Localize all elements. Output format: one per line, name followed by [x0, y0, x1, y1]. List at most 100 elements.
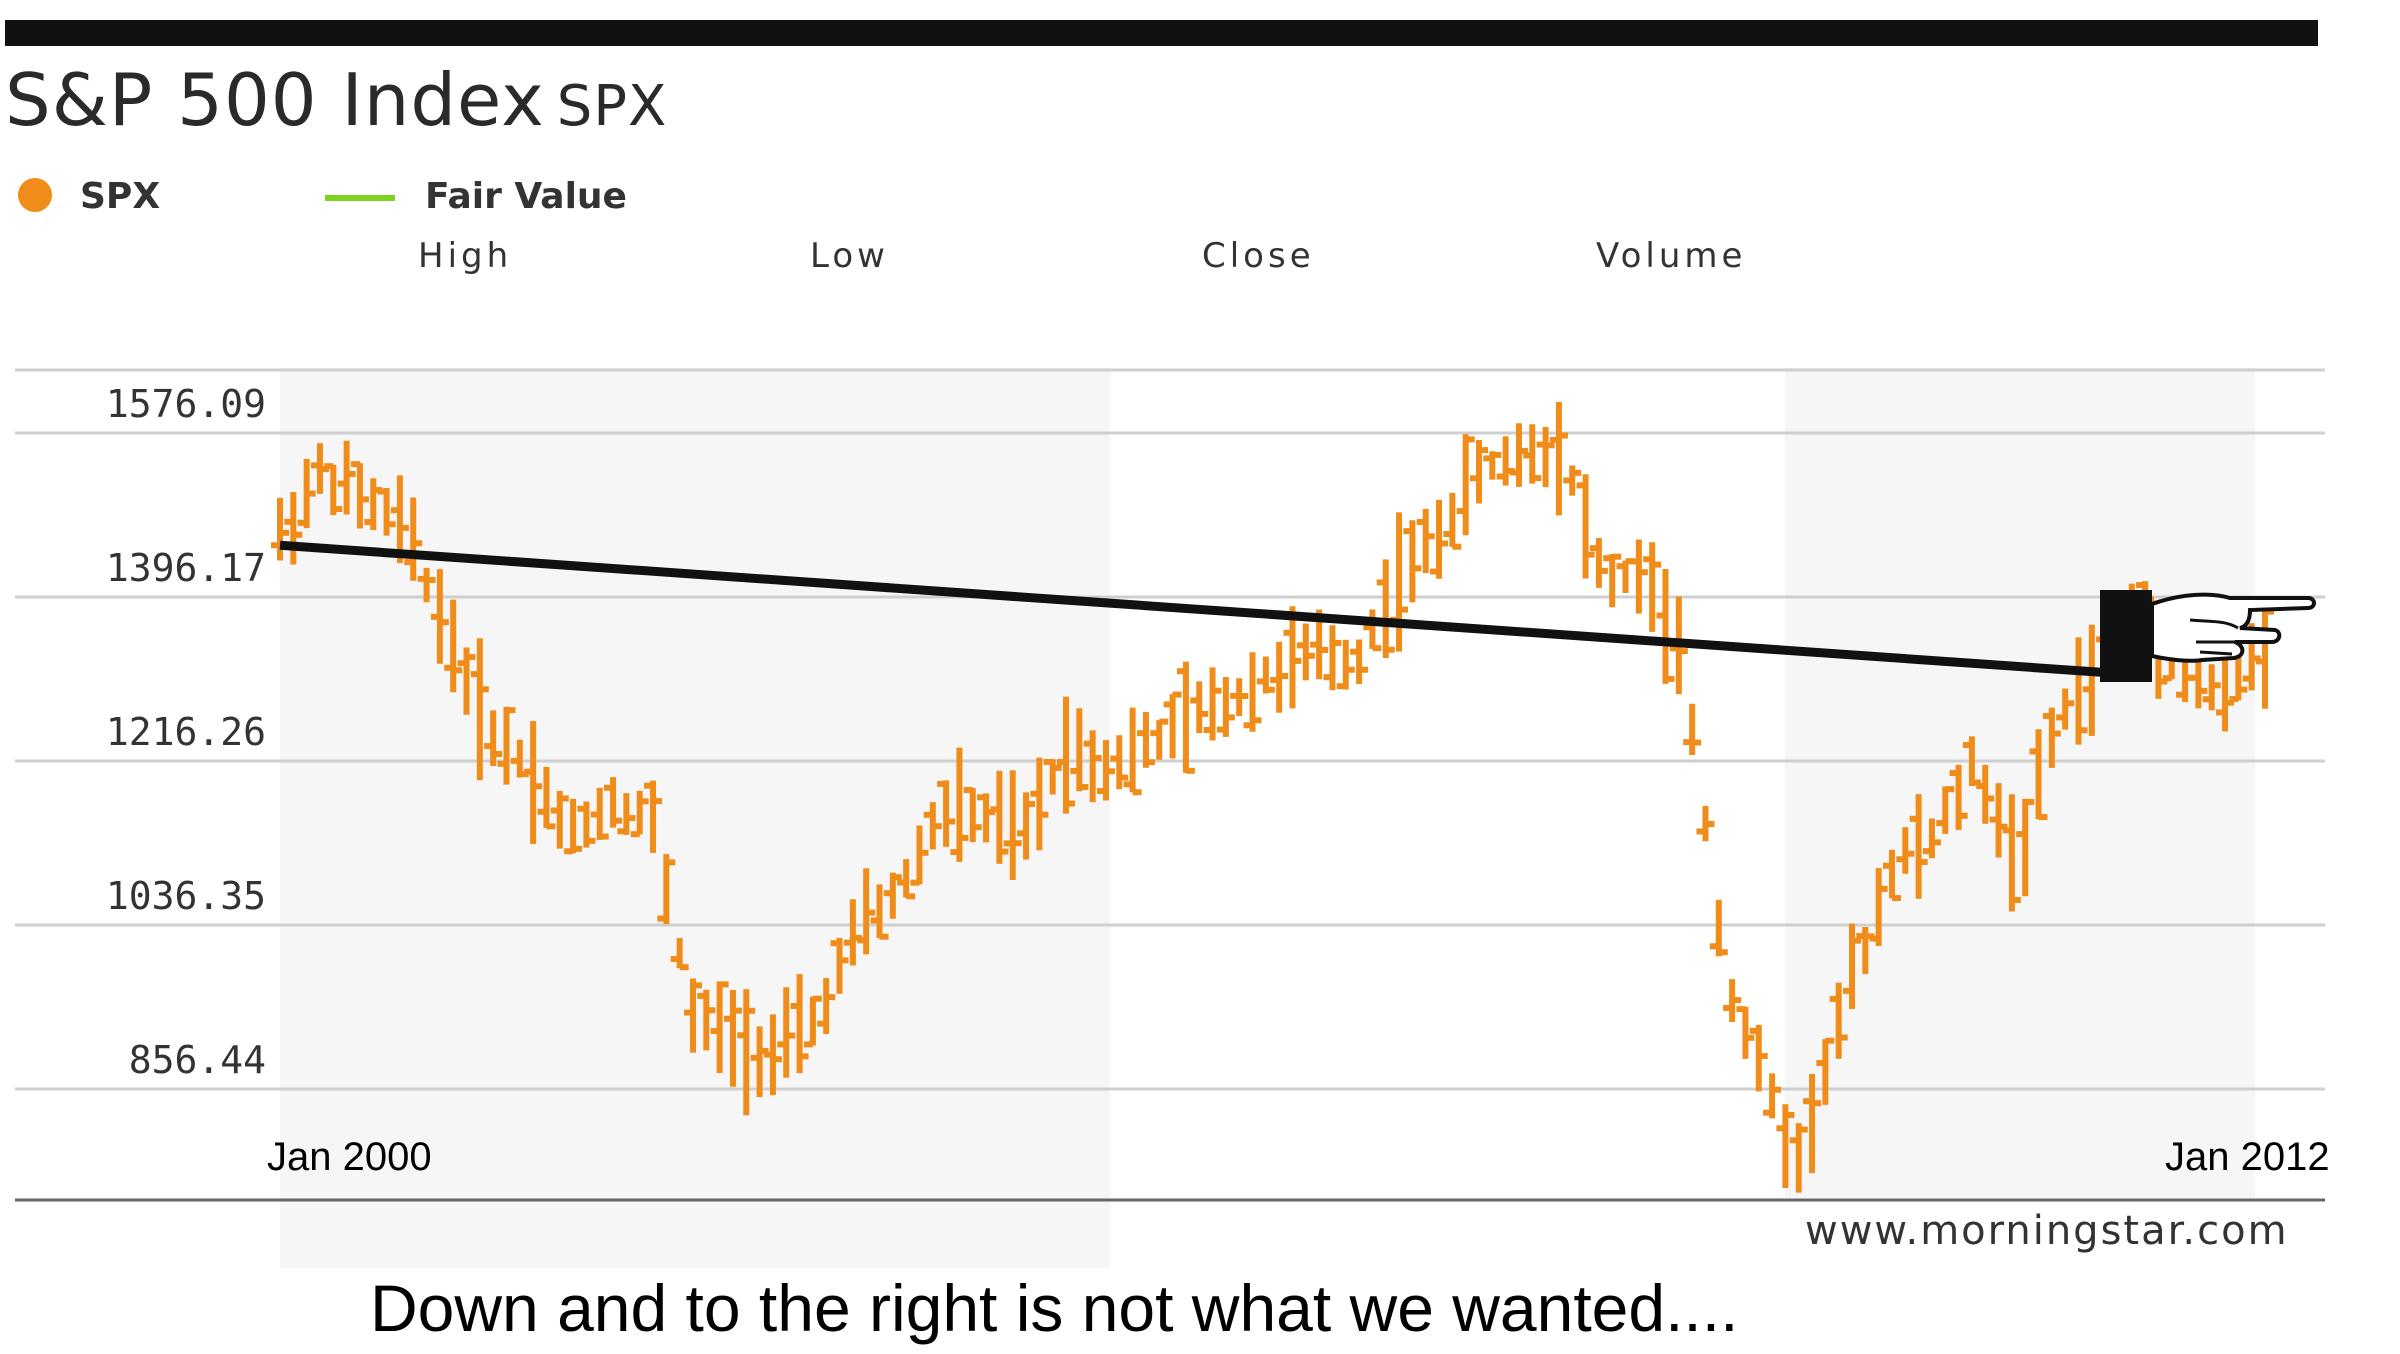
column-header-close[interactable]: Close	[1202, 236, 1315, 276]
page-title: S&P 500 Index SPX	[5, 58, 667, 142]
price-bar	[537, 766, 556, 830]
price-bar	[1589, 537, 1608, 588]
price-bar	[2016, 798, 2035, 897]
price-bar	[604, 777, 623, 828]
price-bar	[1243, 652, 1262, 732]
price-bar	[297, 458, 316, 529]
price-bar	[1776, 1104, 1795, 1188]
price-bar	[670, 938, 689, 971]
price-bar	[657, 854, 676, 924]
trend-line	[279, 540, 2111, 678]
price-bar	[337, 440, 356, 515]
price-bar	[2002, 794, 2021, 912]
price-bar	[1949, 764, 1968, 830]
y-tick-label: 1036.35	[106, 874, 266, 918]
price-bar	[2042, 707, 2061, 768]
price-bar	[1816, 1037, 1835, 1105]
price-bar	[1416, 508, 1435, 574]
price-bar	[897, 859, 916, 900]
price-bar	[1483, 451, 1502, 480]
price-bar	[1789, 1123, 1808, 1193]
price-bar	[1709, 899, 1728, 957]
price-bar	[803, 995, 822, 1048]
price-bar	[1123, 707, 1142, 796]
price-bar	[870, 884, 889, 940]
price-bar	[777, 987, 796, 1078]
price-bar	[1230, 678, 1249, 716]
price-bar	[1962, 736, 1981, 786]
price-bar	[723, 990, 742, 1087]
column-header-high[interactable]: High	[418, 236, 513, 276]
price-bar	[1922, 818, 1941, 859]
price-bar	[1110, 735, 1129, 790]
price-bar	[1656, 568, 1675, 684]
legend-item-fair-value[interactable]: Fair Value	[325, 176, 627, 217]
price-bar	[883, 872, 902, 919]
price-bar	[817, 977, 836, 1034]
price-bar	[750, 1026, 769, 1098]
price-bar	[830, 938, 849, 994]
chart-band	[1785, 368, 2255, 1198]
price-bar	[1043, 758, 1062, 795]
price-bar	[1336, 639, 1355, 690]
price-bar	[1803, 1073, 1822, 1174]
x-label-end: Jan 2012	[2165, 1135, 2330, 1179]
price-bar	[1136, 711, 1155, 768]
price-bar	[630, 790, 649, 838]
price-bar	[1323, 625, 1342, 691]
price-bar	[1736, 1006, 1755, 1059]
price-bar	[910, 825, 929, 886]
legend-fair-value-label: Fair Value	[425, 176, 627, 217]
price-bar	[417, 567, 436, 603]
price-bar	[1057, 696, 1076, 814]
price-bar	[1190, 681, 1209, 734]
price-bar	[1030, 757, 1049, 851]
price-bar	[1763, 1073, 1782, 1119]
price-bar	[1296, 623, 1315, 681]
price-bar	[390, 475, 409, 564]
price-bar	[524, 720, 543, 844]
price-bar	[1576, 474, 1595, 579]
price-bar	[350, 461, 369, 529]
column-header-volume[interactable]: Volume	[1596, 236, 1747, 276]
price-bar	[1096, 740, 1115, 801]
price-bar	[1909, 794, 1928, 899]
price-bar	[1603, 553, 1622, 608]
price-bar	[1936, 786, 1955, 834]
price-bar	[1283, 606, 1302, 709]
legend-item-spx[interactable]: SPX	[18, 176, 160, 217]
price-bar	[1150, 718, 1169, 760]
column-header-low[interactable]: Low	[810, 236, 889, 276]
price-bar	[577, 801, 596, 848]
pointing-hand-icon	[2100, 590, 2316, 682]
price-bar	[1070, 708, 1089, 792]
price-bar	[1616, 558, 1635, 594]
caption: Down and to the right is not what we wan…	[370, 1271, 1739, 1345]
price-bar	[1843, 923, 1862, 1010]
price-bar	[644, 780, 663, 853]
price-bar	[1443, 492, 1462, 550]
price-bar	[484, 710, 503, 766]
source-url[interactable]: www.morningstar.com	[1805, 1208, 2289, 1254]
price-bar	[697, 989, 716, 1051]
price-bar	[1829, 982, 1848, 1059]
price-bar	[1643, 542, 1662, 632]
price-bar	[457, 647, 476, 715]
price-bar	[1976, 764, 1995, 824]
price-bar	[923, 802, 942, 850]
price-bar	[1256, 656, 1275, 694]
price-bar	[2256, 608, 2274, 709]
price-bar	[1163, 691, 1182, 759]
price-bar	[444, 599, 463, 693]
price-bar	[1509, 423, 1528, 487]
spx-dot-icon	[18, 178, 52, 212]
price-bar	[710, 981, 729, 1074]
price-bar	[990, 770, 1009, 864]
price-bar	[564, 798, 583, 855]
price-bar	[550, 790, 569, 849]
price-bar	[937, 780, 956, 847]
price-bar	[737, 989, 756, 1116]
price-bar	[1003, 770, 1022, 880]
price-bar	[1376, 559, 1395, 658]
